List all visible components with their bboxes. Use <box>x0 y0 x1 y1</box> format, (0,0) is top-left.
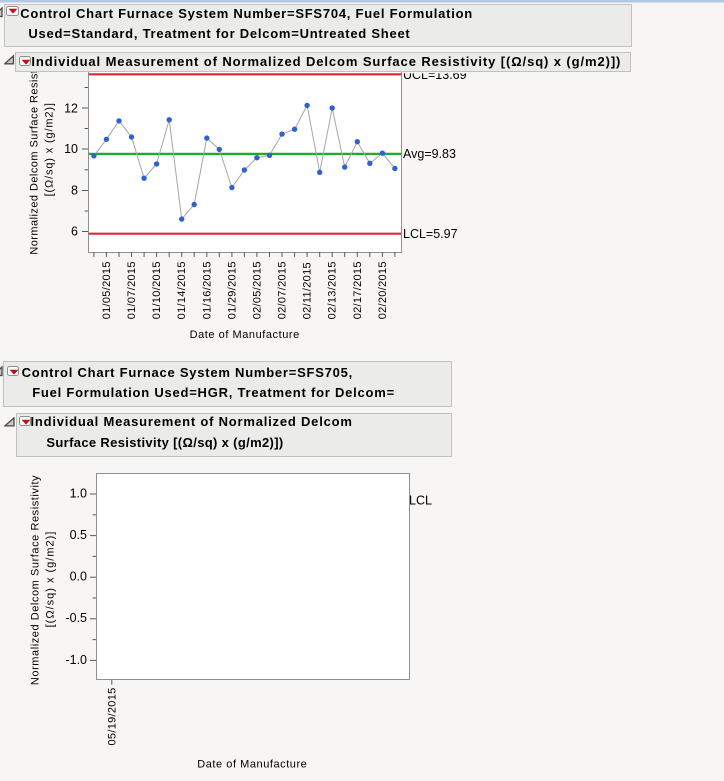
svg-text:01/05/2015: 01/05/2015 <box>101 261 113 319</box>
svg-text:01/16/2015: 01/16/2015 <box>201 261 213 319</box>
svg-text:Date of Manufacture: Date of Manufacture <box>197 758 307 770</box>
svg-text:01/07/2015: 01/07/2015 <box>126 261 138 319</box>
svg-text:01/14/2015: 01/14/2015 <box>176 261 188 319</box>
svg-text:12: 12 <box>64 101 78 115</box>
svg-text:0.5: 0.5 <box>70 528 87 542</box>
svg-text:02/07/2015: 02/07/2015 <box>277 261 289 319</box>
svg-text:Normalized Delcom Surface Resi: Normalized Delcom Surface Resistivity <box>29 72 41 255</box>
svg-text:[(Ω/sq) x (g/m2)]: [(Ω/sq) x (g/m2)] <box>44 102 56 196</box>
svg-text:1.0: 1.0 <box>70 487 87 501</box>
svg-text:01/29/2015: 01/29/2015 <box>226 261 238 319</box>
svg-text:-0.5: -0.5 <box>65 611 87 625</box>
svg-text:0.0: 0.0 <box>70 570 87 584</box>
svg-text:Date of Manufacture: Date of Manufacture <box>190 329 300 341</box>
svg-text:-1.0: -1.0 <box>65 653 87 667</box>
svg-text:02/13/2015: 02/13/2015 <box>327 261 339 319</box>
svg-text:LCL=5.97: LCL=5.97 <box>403 227 458 241</box>
svg-text:02/11/2015: 02/11/2015 <box>302 262 314 319</box>
svg-text:02/17/2015: 02/17/2015 <box>352 261 364 319</box>
svg-text:LCL: LCL <box>409 494 432 508</box>
svg-text:01/10/2015: 01/10/2015 <box>151 261 163 319</box>
svg-text:[(Ω/sq) x (g/m2)]: [(Ω/sq) x (g/m2)] <box>44 531 56 628</box>
svg-text:Avg=9.83: Avg=9.83 <box>403 147 456 161</box>
svg-text:02/05/2015: 02/05/2015 <box>251 261 263 319</box>
svg-text:6: 6 <box>71 225 78 239</box>
svg-text:02/20/2015: 02/20/2015 <box>377 261 389 319</box>
svg-text:8: 8 <box>71 184 78 198</box>
svg-text:05/19/2015: 05/19/2015 <box>106 687 118 745</box>
svg-text:10: 10 <box>64 142 78 156</box>
svg-text:Normalized Delcom Surface Resi: Normalized Delcom Surface Resistivity <box>29 475 41 685</box>
svg-text:UCL=13.69: UCL=13.69 <box>403 72 467 82</box>
